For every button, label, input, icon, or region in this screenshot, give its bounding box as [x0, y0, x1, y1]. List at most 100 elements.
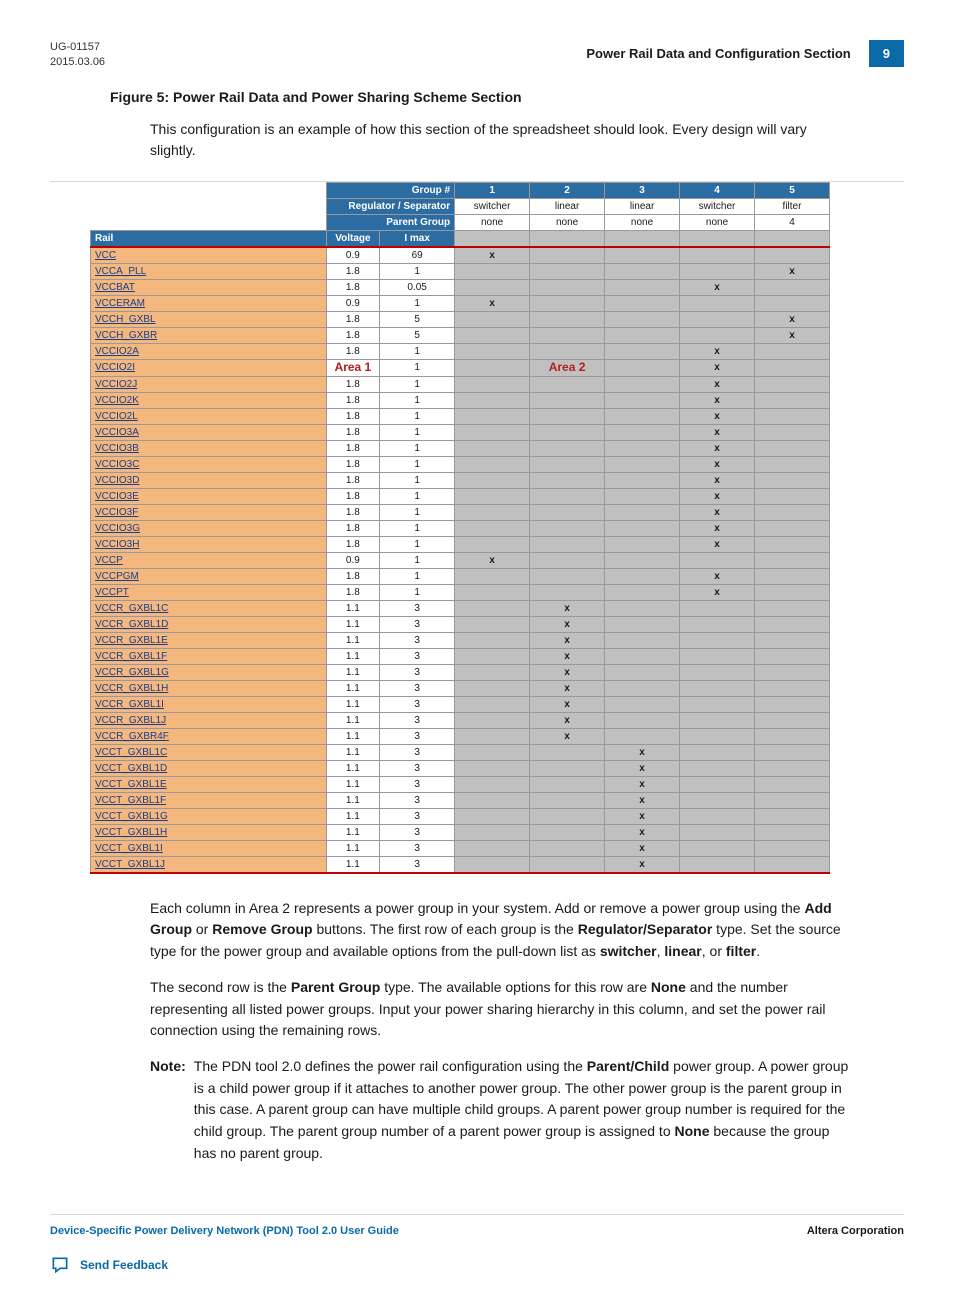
table-row: VCCR_GXBL1E1.13x	[91, 632, 830, 648]
group-cell: x	[680, 392, 755, 408]
group-cell	[530, 424, 605, 440]
imax-cell: 3	[380, 792, 455, 808]
group-cell	[755, 792, 830, 808]
group-cell	[755, 744, 830, 760]
footer-left: Device-Specific Power Delivery Network (…	[50, 1225, 399, 1237]
rail-name: VCCT_GXBL1C	[91, 744, 327, 760]
table-row: VCCT_GXBL1J1.13x	[91, 856, 830, 873]
group-cell	[755, 808, 830, 824]
group-cell	[605, 472, 680, 488]
rail-name: VCCT_GXBL1F	[91, 792, 327, 808]
page-footer: Device-Specific Power Delivery Network (…	[50, 1214, 904, 1237]
group-cell	[605, 440, 680, 456]
table-row: VCCPT1.81x	[91, 584, 830, 600]
group-cell	[530, 584, 605, 600]
table-row: VCCR_GXBL1C1.13x	[91, 600, 830, 616]
imax-cell: 3	[380, 680, 455, 696]
imax-cell: 3	[380, 840, 455, 856]
imax-cell: 1	[380, 440, 455, 456]
rail-name: VCCH_GXBL	[91, 311, 327, 327]
group-cell	[605, 392, 680, 408]
group-cell	[455, 263, 530, 279]
imax-cell: 5	[380, 327, 455, 343]
power-rail-table-wrap: Group #12345Regulator / Separatorswitche…	[90, 182, 904, 874]
group-cell: x	[605, 744, 680, 760]
parent-value: none	[680, 214, 755, 230]
group-cell	[755, 504, 830, 520]
rail-name: VCCBAT	[91, 279, 327, 295]
group-cell	[605, 584, 680, 600]
group-cell	[680, 680, 755, 696]
group-cell	[455, 392, 530, 408]
group-cell	[680, 728, 755, 744]
group-cell	[605, 648, 680, 664]
voltage-cell: 1.8	[326, 504, 380, 520]
doc-date: 2015.03.06	[50, 55, 105, 70]
imax-cell: 1	[380, 424, 455, 440]
group-cell	[680, 696, 755, 712]
group-cell	[605, 568, 680, 584]
voltage-header: Voltage	[326, 230, 380, 247]
imax-cell: 3	[380, 824, 455, 840]
group-cell	[455, 696, 530, 712]
imax-cell: 3	[380, 616, 455, 632]
table-row: VCCT_GXBL1F1.13x	[91, 792, 830, 808]
group-cell	[680, 840, 755, 856]
regulator-value: filter	[755, 198, 830, 214]
group-cell: x	[605, 840, 680, 856]
group-cell	[680, 856, 755, 873]
group-cell	[530, 792, 605, 808]
group-num: 3	[605, 182, 680, 198]
rail-name: VCCR_GXBL1D	[91, 616, 327, 632]
rail-name: VCCIO2I	[91, 359, 327, 376]
imax-cell: 5	[380, 311, 455, 327]
regulator-value: switcher	[455, 198, 530, 214]
group-cell	[530, 824, 605, 840]
group-cell	[455, 712, 530, 728]
voltage-cell: 1.1	[326, 648, 380, 664]
group-cell: x	[605, 808, 680, 824]
group-cell	[755, 424, 830, 440]
group-cell	[680, 263, 755, 279]
imax-cell: 1	[380, 376, 455, 392]
table-row: VCCR_GXBR4F1.13x	[91, 728, 830, 744]
rail-name: VCCIO2J	[91, 376, 327, 392]
group-cell	[530, 295, 605, 311]
group-cell	[680, 776, 755, 792]
group-cell	[530, 520, 605, 536]
rail-name: VCCPGM	[91, 568, 327, 584]
imax-cell: 1	[380, 392, 455, 408]
group-cell	[530, 504, 605, 520]
group-cell	[680, 552, 755, 568]
group-cell	[755, 664, 830, 680]
table-row: VCCR_GXBL1J1.13x	[91, 712, 830, 728]
table-row: VCCH_GXBL1.85x	[91, 311, 830, 327]
send-feedback-link[interactable]: Send Feedback	[50, 1255, 904, 1275]
group-cell	[455, 376, 530, 392]
rail-name: VCCIO3G	[91, 520, 327, 536]
footer-right: Altera Corporation	[807, 1225, 904, 1237]
rail-name: VCCIO3D	[91, 472, 327, 488]
group-cell	[455, 456, 530, 472]
group-cell: x	[755, 311, 830, 327]
imax-cell: 3	[380, 744, 455, 760]
parent-value: 4	[755, 214, 830, 230]
group-cell	[680, 648, 755, 664]
group-cell	[605, 295, 680, 311]
group-cell	[605, 311, 680, 327]
voltage-cell: 1.8	[326, 408, 380, 424]
group-cell: x	[530, 648, 605, 664]
group-cell: x	[680, 343, 755, 359]
group-cell	[755, 680, 830, 696]
group-cell	[755, 568, 830, 584]
voltage-cell: 1.8	[326, 536, 380, 552]
group-cell	[605, 520, 680, 536]
group-cell: x	[680, 536, 755, 552]
voltage-cell: 1.1	[326, 856, 380, 873]
area2-label: Area 2	[549, 360, 586, 374]
table-row: VCC0.969x	[91, 247, 830, 264]
group-cell	[455, 760, 530, 776]
imax-cell: 0.05	[380, 279, 455, 295]
rail-header: Rail	[91, 230, 327, 247]
group-cell	[530, 376, 605, 392]
